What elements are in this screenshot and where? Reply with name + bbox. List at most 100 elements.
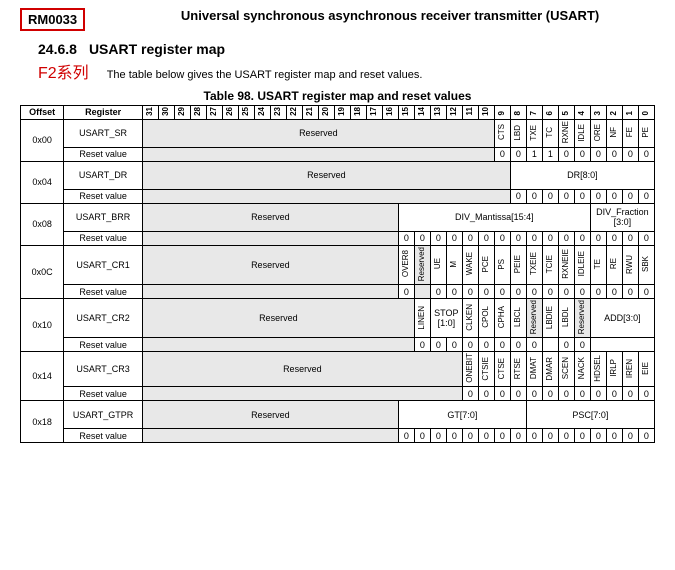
- reset-bit: 0: [510, 429, 526, 443]
- reset-bit: 0: [430, 429, 446, 443]
- section-number: 24.6.8: [38, 41, 77, 57]
- reset-bit: 0: [622, 189, 638, 203]
- bit-field: ORE: [590, 119, 606, 147]
- section-heading: 24.6.8 USART register map: [38, 41, 655, 57]
- reset-bit: 0: [462, 231, 478, 245]
- reset-bit: 0: [590, 147, 606, 161]
- bit-field: UE: [430, 245, 446, 284]
- section-description: The table below gives the USART register…: [107, 69, 423, 81]
- bit-col-header: 25: [238, 106, 254, 120]
- reset-bit: 0: [510, 338, 526, 352]
- bit-field: ONEBIT: [462, 352, 478, 387]
- col-register-header: Register: [64, 106, 142, 120]
- doc-header: RM0033 Universal synchronous asynchronou…: [20, 8, 655, 31]
- bit-col-header: 26: [222, 106, 238, 120]
- reset-bit: 0: [542, 429, 558, 443]
- reset-bit: 0: [574, 189, 590, 203]
- bit-field: DIV_Mantissa[15:4]: [398, 203, 590, 231]
- offset-cell: 0x04: [21, 161, 64, 203]
- reset-bit: 0: [462, 285, 478, 299]
- reset-bit: 0: [462, 429, 478, 443]
- bit-field: NACK: [574, 352, 590, 387]
- offset-cell: 0x10: [21, 299, 64, 352]
- bit-col-header: 20: [318, 106, 334, 120]
- reset-bit: 0: [622, 387, 638, 401]
- reset-bit: 0: [510, 387, 526, 401]
- reset-bit: 0: [542, 189, 558, 203]
- reset-bit: 0: [478, 429, 494, 443]
- section-note: F2系列 The table below gives the USART reg…: [38, 59, 655, 83]
- reset-blank: [414, 285, 430, 299]
- bit-field: TE: [590, 245, 606, 284]
- bit-field: LINEN: [414, 299, 430, 338]
- reset-bit: 0: [638, 285, 654, 299]
- reset-bit: 0: [638, 231, 654, 245]
- reserved-field: Reserved: [142, 299, 414, 338]
- bit-col-header: 19: [334, 106, 350, 120]
- reset-bit: 0: [526, 387, 542, 401]
- bit-col-header: 7: [526, 106, 542, 120]
- bit-field: PCE: [478, 245, 494, 284]
- reset-bit: 0: [478, 338, 494, 352]
- reset-blank: [142, 147, 494, 161]
- col-offset-header: Offset: [21, 106, 64, 120]
- register-name-cell: USART_BRR: [64, 203, 142, 231]
- reset-bit: 0: [606, 189, 622, 203]
- reset-bit: 0: [478, 231, 494, 245]
- reset-bit: 0: [494, 147, 510, 161]
- reset-label-cell: Reset value: [64, 429, 142, 443]
- bit-field: ADD[3:0]: [590, 299, 654, 338]
- bit-field: DIV_Fraction [3:0]: [590, 203, 654, 231]
- bit-field: TC: [542, 119, 558, 147]
- bit-field: M: [446, 245, 462, 284]
- bit-field: CTS: [494, 119, 510, 147]
- reset-bit: 0: [542, 285, 558, 299]
- bit-field: DMAR: [542, 352, 558, 387]
- bit-col-header: 5: [558, 106, 574, 120]
- register-name-cell: USART_SR: [64, 119, 142, 147]
- bit-field: OVER8: [398, 245, 414, 284]
- bit-field: HDSEL: [590, 352, 606, 387]
- reset-bit: 0: [638, 429, 654, 443]
- bit-field: LBDL: [558, 299, 574, 338]
- bit-field: RXNEIE: [558, 245, 574, 284]
- bit-field: CLKEN: [462, 299, 478, 338]
- reset-label-cell: Reset value: [64, 338, 142, 352]
- bit-field: WAKE: [462, 245, 478, 284]
- offset-cell: 0x14: [21, 352, 64, 401]
- reset-blank: [142, 189, 510, 203]
- bit-col-header: 0: [638, 106, 654, 120]
- bit-field: LBCL: [510, 299, 526, 338]
- reset-bit: 0: [638, 387, 654, 401]
- reset-bit: 0: [574, 147, 590, 161]
- bit-field: RWU: [622, 245, 638, 284]
- bit-col-header: 23: [270, 106, 286, 120]
- reset-bit: 0: [606, 147, 622, 161]
- bit-field: IRLP: [606, 352, 622, 387]
- reserved-field: Reserved: [142, 245, 398, 284]
- reset-bit: 0: [446, 285, 462, 299]
- bit-field: PS: [494, 245, 510, 284]
- register-name-cell: USART_CR2: [64, 299, 142, 338]
- reset-bit: 0: [398, 285, 414, 299]
- reset-bit: 0: [478, 387, 494, 401]
- reset-bit: 0: [574, 231, 590, 245]
- reset-bit: 0: [494, 338, 510, 352]
- bit-field: CTSE: [494, 352, 510, 387]
- bit-col-header: 9: [494, 106, 510, 120]
- bit-field: DMAT: [526, 352, 542, 387]
- reset-bit: 0: [606, 387, 622, 401]
- bit-col-header: 8: [510, 106, 526, 120]
- bit-col-header: 14: [414, 106, 430, 120]
- reset-bit: 0: [494, 429, 510, 443]
- reset-bit: 0: [574, 387, 590, 401]
- reset-bit: 0: [430, 338, 446, 352]
- reset-bit: 0: [590, 429, 606, 443]
- reset-bit: 0: [494, 231, 510, 245]
- bit-field: PE: [638, 119, 654, 147]
- reset-bit: 1: [526, 147, 542, 161]
- bit-field: TXEIE: [526, 245, 542, 284]
- reset-bit: 0: [414, 231, 430, 245]
- bit-field: CPOL: [478, 299, 494, 338]
- bit-field: RXNE: [558, 119, 574, 147]
